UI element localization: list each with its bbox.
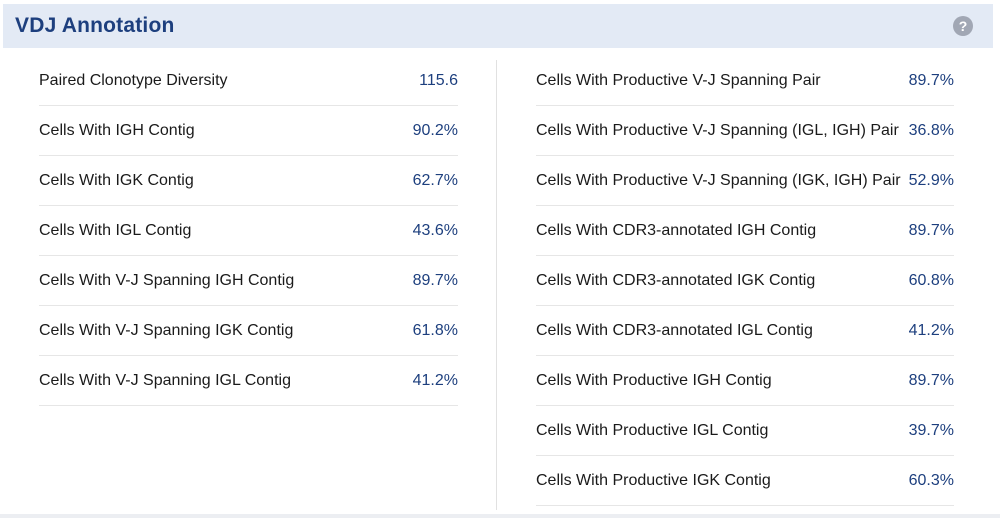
panel-header: VDJ Annotation ?	[3, 4, 993, 48]
metric-label: Cells With Productive IGK Contig	[536, 471, 771, 489]
column-divider	[496, 60, 497, 510]
metric-row: Cells With Productive V-J Spanning Pair 8…	[536, 56, 954, 106]
vdj-annotation-panel: VDJ Annotation ? Paired Clonotype Divers…	[3, 4, 993, 518]
metric-label: Cells With CDR3-annotated IGK Contig	[536, 271, 816, 289]
metric-row: Cells With Productive IGL Contig 39.7%	[536, 406, 954, 456]
metric-value: 61.8%	[412, 321, 458, 339]
metric-row: Cells With IGL Contig 43.6%	[39, 206, 458, 256]
metric-row: Cells With IGH Contig 90.2%	[39, 106, 458, 156]
metric-row: Cells With IGK Contig 62.7%	[39, 156, 458, 206]
metric-value: 36.8%	[908, 121, 954, 139]
left-metrics-column: Paired Clonotype Diversity 115.6 Cells Wit…	[39, 56, 458, 406]
metric-value: 39.7%	[908, 421, 954, 439]
metric-label: Cells With Productive V-J Spanning (IGK,…	[536, 171, 901, 189]
metric-label: Cells With V-J Spanning IGK Contig	[39, 321, 294, 339]
metric-label: Cells With CDR3-annotated IGH Contig	[536, 221, 817, 239]
metric-row: Cells With CDR3-annotated IGK Contig 60.8…	[536, 256, 954, 306]
metric-label: Cells With IGH Contig	[39, 121, 195, 139]
metric-label: Cells With CDR3-annotated IGL Contig	[536, 321, 813, 339]
metric-row: Cells With V-J Spanning IGH Contig 89.7%	[39, 256, 458, 306]
metric-value: 89.7%	[908, 71, 954, 89]
metric-row: Cells With V-J Spanning IGL Contig 41.2%	[39, 356, 458, 406]
panel-title: VDJ Annotation	[15, 14, 175, 37]
metric-row: Cells With Productive IGK Contig 60.3%	[536, 456, 954, 506]
help-icon[interactable]: ?	[953, 16, 973, 36]
metric-row: Cells With Productive V-J Spanning (IGL,…	[536, 106, 954, 156]
metric-row: Cells With Productive V-J Spanning (IGK,…	[536, 156, 954, 206]
metric-value: 62.7%	[412, 171, 458, 189]
metric-value: 60.3%	[908, 471, 954, 489]
metric-value: 41.2%	[412, 371, 458, 389]
metric-label: Cells With V-J Spanning IGL Contig	[39, 371, 291, 389]
panel-bottom-edge	[0, 514, 1000, 518]
metric-value: 89.7%	[412, 271, 458, 289]
metric-row: Cells With CDR3-annotated IGL Contig 41.2…	[536, 306, 954, 356]
metric-row: Cells With V-J Spanning IGK Contig 61.8%	[39, 306, 458, 356]
metric-row: Cells With CDR3-annotated IGH Contig 89.7…	[536, 206, 954, 256]
metric-value: 41.2%	[908, 321, 954, 339]
metric-row: Cells With Productive IGH Contig 89.7%	[536, 356, 954, 406]
metric-label: Cells With V-J Spanning IGH Contig	[39, 271, 295, 289]
metric-label: Cells With Productive V-J Spanning Pair	[536, 71, 821, 89]
metric-value: 60.8%	[908, 271, 954, 289]
right-metrics-column: Cells With Productive V-J Spanning Pair 8…	[536, 56, 954, 506]
metric-value: 115.6	[419, 71, 458, 89]
metric-value: 52.9%	[908, 171, 954, 189]
metric-label: Cells With Productive IGL Contig	[536, 421, 769, 439]
metric-label: Cells With Productive IGH Contig	[536, 371, 772, 389]
metric-row: Paired Clonotype Diversity 115.6	[39, 56, 458, 106]
metric-label: Cells With Productive V-J Spanning (IGL,…	[536, 121, 899, 139]
metric-value: 89.7%	[908, 221, 954, 239]
metric-label: Paired Clonotype Diversity	[39, 71, 228, 89]
metric-label: Cells With IGK Contig	[39, 171, 194, 189]
metric-label: Cells With IGL Contig	[39, 221, 192, 239]
metric-value: 43.6%	[412, 221, 458, 239]
metric-value: 89.7%	[908, 371, 954, 389]
metric-value: 90.2%	[412, 121, 458, 139]
